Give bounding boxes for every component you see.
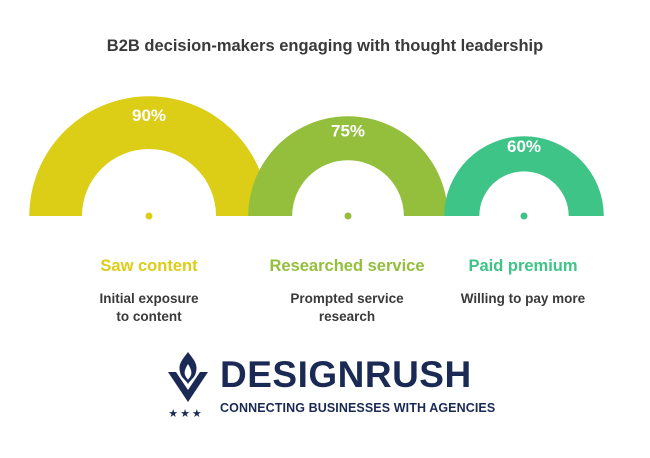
- logo-name: DESIGNRUSH: [220, 354, 472, 395]
- description-saw-content: Initial exposure to content: [64, 290, 234, 326]
- category-label-researched-service: Researched service: [269, 257, 425, 275]
- gauge-arc-paid-premium: [444, 136, 604, 216]
- gauge-value-label-saw-content: 90%: [132, 106, 166, 125]
- gauge-arc-saw-content: [29, 96, 269, 216]
- logo-stars: ★★★: [168, 408, 204, 420]
- gauge-center-dot-paid-premium: [520, 212, 528, 220]
- description-paid-premium: Willing to pay more: [438, 290, 608, 308]
- shield-flame-icon: [168, 352, 208, 402]
- category-label-saw-content: Saw content: [100, 257, 198, 275]
- gauge-center-dot-researched-service: [344, 212, 352, 220]
- description-line: Initial exposure: [99, 291, 199, 306]
- chart-title: B2B decision-makers engaging with though…: [106, 37, 544, 55]
- description-line: Prompted service: [290, 291, 404, 306]
- category-label-paid-premium: Paid premium: [468, 257, 578, 275]
- description-line: Willing to pay more: [460, 291, 586, 306]
- logo-tagline: CONNECTING BUSINESSES WITH AGENCIES: [220, 401, 496, 415]
- designrush-logo: ★★★ DESIGNRUSH CONNECTING BUSINESSES WIT…: [164, 350, 509, 425]
- description-line: to content: [116, 309, 182, 324]
- gauge-value-label-researched-service: 75%: [331, 122, 365, 141]
- description-researched-service: Prompted service research: [262, 290, 432, 326]
- description-line: research: [318, 309, 376, 324]
- gauge-center-dot-saw-content: [145, 212, 153, 220]
- gauge-chart: 90% 75% 60%: [29, 96, 604, 220]
- gauge-arc-researched-service: [248, 116, 448, 216]
- gauge-value-label-paid-premium: 60%: [507, 137, 541, 156]
